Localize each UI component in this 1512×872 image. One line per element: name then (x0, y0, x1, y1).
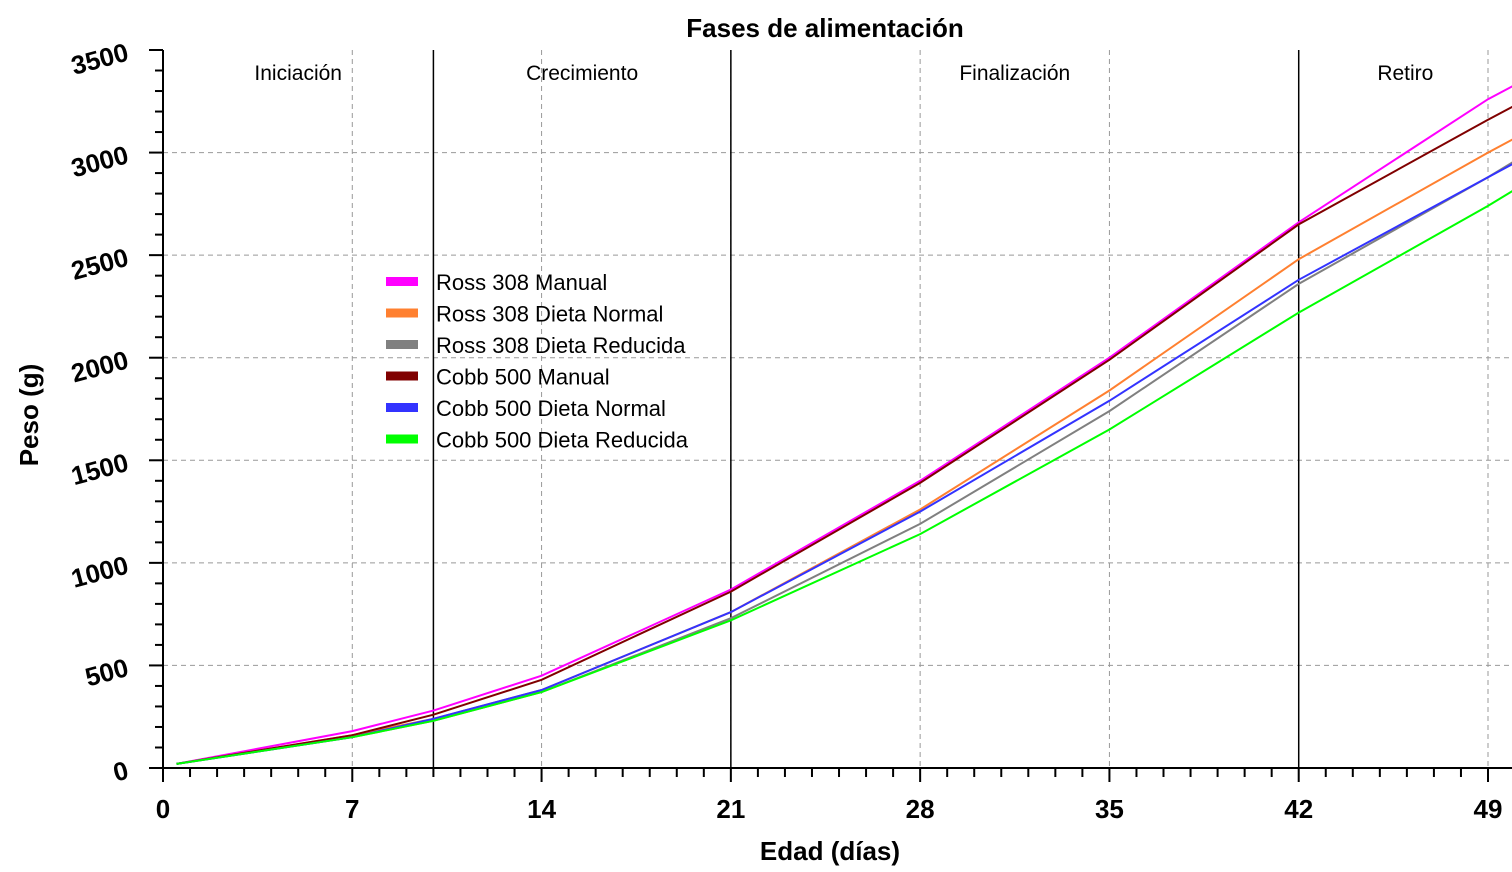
x-tick-label: 49 (1474, 794, 1503, 824)
x-tick-label: 28 (906, 794, 935, 824)
legend-swatch (386, 340, 418, 349)
chart-title: Fases de alimentación (686, 13, 963, 43)
legend-swatch (386, 309, 418, 318)
x-tick-label: 7 (345, 794, 359, 824)
legend-label: Cobb 500 Dieta Reducida (436, 428, 689, 453)
legend-label: Ross 308 Manual (436, 270, 607, 295)
x-tick-label: 35 (1095, 794, 1124, 824)
legend-label: Cobb 500 Manual (436, 365, 610, 390)
phase-label: Iniciación (254, 62, 342, 85)
phase-label: Crecimiento (526, 62, 638, 85)
y-axis-label: Peso (g) (14, 364, 44, 467)
legend-label: Ross 308 Dieta Normal (436, 302, 663, 327)
phase-label: Finalización (959, 62, 1070, 85)
x-tick-label: 21 (716, 794, 745, 824)
x-axis-label: Edad (días) (760, 836, 900, 866)
x-tick-label: 0 (156, 794, 170, 824)
legend-swatch (386, 435, 418, 444)
phase-label: Retiro (1377, 62, 1433, 85)
x-tick-label: 42 (1284, 794, 1313, 824)
legend-label: Ross 308 Dieta Reducida (436, 333, 686, 358)
legend-swatch (386, 277, 418, 286)
legend-swatch (386, 403, 418, 412)
legend-swatch (386, 372, 418, 381)
x-tick-label: 14 (527, 794, 556, 824)
legend-label: Cobb 500 Dieta Normal (436, 396, 666, 421)
